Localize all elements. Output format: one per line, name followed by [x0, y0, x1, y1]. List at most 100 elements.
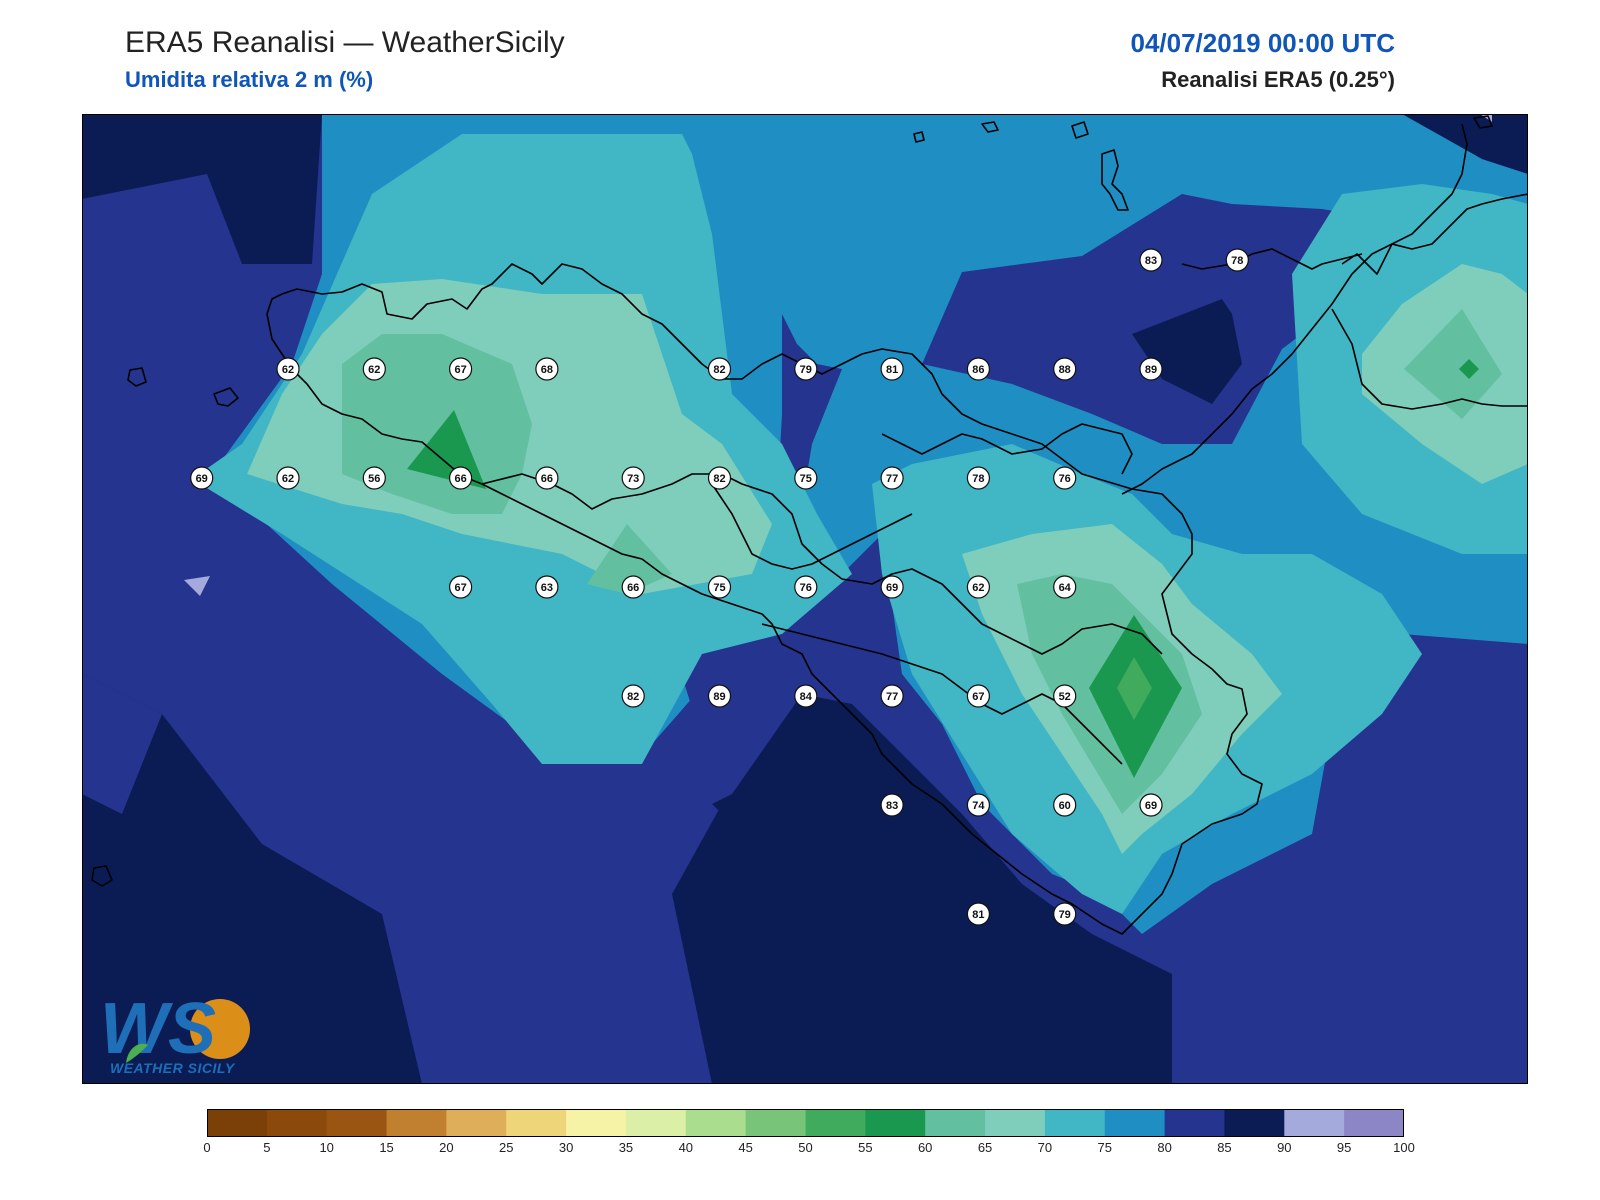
station-marker: 78: [1225, 248, 1249, 272]
station-marker: 69: [880, 575, 904, 599]
contour-80-85-finger: [777, 314, 842, 504]
colorbar-tick: 55: [858, 1140, 873, 1155]
station-value: 60: [1059, 800, 1071, 812]
colorbar-segment: [266, 1109, 328, 1137]
station-marker: 62: [362, 357, 386, 381]
colorbar-tick: 40: [678, 1140, 694, 1155]
station-value: 63: [541, 582, 553, 594]
station-value: 78: [972, 473, 984, 485]
coastline-west: [266, 263, 1263, 935]
colorbar-segment: [1224, 1109, 1285, 1137]
station-value: 67: [972, 691, 984, 703]
colorbar-segment: [865, 1109, 926, 1137]
colorbar-tick: 90: [1277, 1140, 1292, 1155]
station-value: 79: [800, 364, 812, 376]
colorbar-segment: [1044, 1109, 1106, 1137]
station-marker: 64: [1053, 575, 1077, 599]
colorbar-segment: [625, 1109, 687, 1137]
station-marker: 62: [276, 357, 300, 381]
station-value: 76: [1059, 473, 1071, 485]
colorbar-tick: 5: [263, 1140, 271, 1155]
contour-50-55: [1117, 657, 1152, 720]
station-marker: 89: [1139, 357, 1163, 381]
colorbar-segment: [925, 1109, 986, 1137]
colorbar-segment: [207, 1109, 268, 1137]
contour-95-100-small: [184, 576, 210, 596]
station-marker: 52: [1053, 684, 1077, 708]
station-marker: 77: [880, 466, 904, 490]
station-value: 89: [1145, 364, 1157, 376]
station-value: 66: [541, 473, 553, 485]
island-small-1: [127, 367, 147, 387]
station-value: 62: [368, 364, 380, 376]
station-markers: 62 62 67 68 82 79 81 86 88 89 83 78 69 62 56 66 66 73 82 75…: [190, 248, 1249, 926]
colorbar-tick: 75: [1097, 1140, 1112, 1155]
colorbar-tick: 65: [977, 1140, 993, 1155]
contour-80-85-west: [82, 674, 162, 814]
colorbar-segment: [1284, 1109, 1345, 1137]
station-value: 82: [713, 364, 725, 376]
colorbar: [207, 1109, 1405, 1137]
station-marker: 81: [880, 357, 904, 381]
station-marker: 79: [794, 357, 818, 381]
contour-60-65-west: [342, 334, 532, 514]
station-value: 68: [541, 364, 553, 376]
colorbar-tick: 25: [499, 1140, 514, 1155]
station-marker: 74: [966, 793, 991, 817]
station-marker: 66: [449, 466, 473, 490]
island-southwest: [91, 865, 113, 887]
humidity-map: 62 62 67 68 82 79 81 86 88 89 83 78 69 62 56 66 66 73 82 75…: [82, 114, 1528, 1084]
colorbar-segment: [326, 1109, 388, 1137]
station-marker: 84: [794, 684, 818, 708]
station-marker: 66: [621, 575, 645, 599]
station-marker: 76: [794, 575, 818, 599]
station-marker: 83: [880, 793, 904, 817]
station-value: 66: [627, 582, 639, 594]
station-value: 67: [454, 582, 466, 594]
station-marker: 82: [707, 466, 732, 490]
coastline-peninsula: [1121, 123, 1468, 495]
coastline-northeast: [1341, 193, 1528, 275]
station-marker: 75: [794, 466, 818, 490]
colorbar-segment: [1164, 1109, 1225, 1137]
island-small-2: [213, 387, 239, 407]
station-value: 66: [454, 473, 466, 485]
colorbar-tick: 50: [798, 1140, 813, 1155]
variable-subtitle: Umidita relativa 2 m (%): [125, 67, 374, 92]
colorbar-tick: 85: [1217, 1140, 1232, 1155]
station-marker: 62: [966, 575, 991, 599]
station-value: 73: [627, 473, 639, 485]
station-value: 67: [454, 364, 466, 376]
contour-60-65-ne: [1404, 309, 1502, 419]
station-marker: 73: [621, 466, 645, 490]
station-value: 62: [282, 364, 294, 376]
colorbar-segment: [805, 1109, 866, 1137]
island-north-4: [1101, 149, 1129, 211]
station-value: 82: [713, 473, 725, 485]
island-north-2: [981, 121, 999, 133]
station-value: 83: [886, 800, 898, 812]
station-value: 74: [972, 800, 985, 812]
station-value: 77: [886, 691, 898, 703]
weather-sicily-logo-text: WEATHER SICILY: [110, 1060, 235, 1076]
station-marker: 69: [1139, 793, 1163, 817]
station-value: 69: [886, 582, 898, 594]
colorbar-tick: 60: [917, 1140, 933, 1155]
contour-85-90-north: [1132, 299, 1242, 404]
colorbar-tick: 70: [1037, 1140, 1053, 1155]
station-value: 79: [1059, 909, 1071, 921]
station-marker: 67: [449, 575, 473, 599]
colorbar-segment: [745, 1109, 806, 1137]
contour-80-85-north: [922, 194, 1412, 444]
colorbar-segment: [566, 1109, 627, 1137]
station-marker: 60: [1053, 793, 1077, 817]
colorbar-segment: [446, 1109, 507, 1137]
station-value: 81: [972, 909, 984, 921]
weather-sicily-logo: WS: [98, 985, 258, 1075]
coastline-inland-border: [481, 473, 1163, 655]
station-marker: 76: [1053, 466, 1077, 490]
station-marker: 81: [966, 902, 991, 926]
station-value: 69: [1145, 800, 1157, 812]
colorbar-tick: 15: [379, 1140, 394, 1155]
colorbar-segment: [1344, 1109, 1405, 1137]
